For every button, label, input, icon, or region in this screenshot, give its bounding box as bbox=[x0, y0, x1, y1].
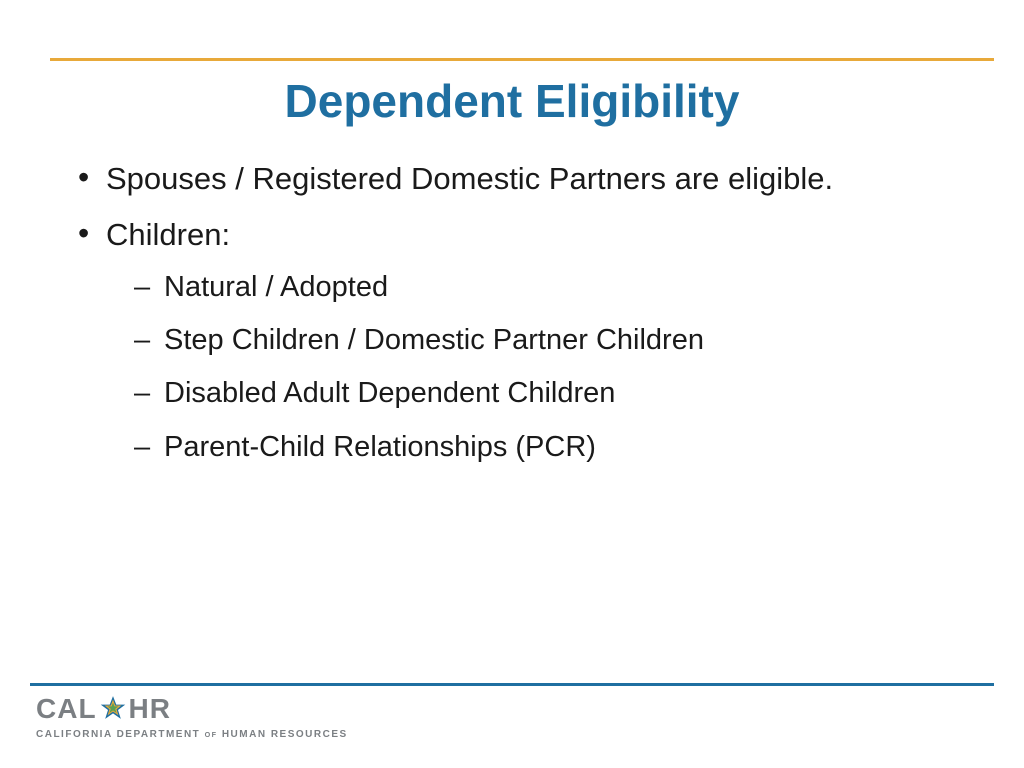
list-item: Children: Natural / Adopted Step Childre… bbox=[72, 216, 964, 465]
list-item-text: Natural / Adopted bbox=[164, 271, 388, 303]
list-item: Step Children / Domestic Partner Childre… bbox=[132, 323, 964, 358]
list-item-text: Children: bbox=[106, 217, 230, 252]
logo-text-right: HR bbox=[129, 693, 171, 725]
list-item-text: Spouses / Registered Domestic Partners a… bbox=[106, 161, 833, 196]
list-item: Natural / Adopted bbox=[132, 270, 964, 305]
slide-content: Spouses / Registered Domestic Partners a… bbox=[72, 160, 964, 483]
logo-main: CAL HR bbox=[36, 693, 348, 725]
list-item-text: Parent-Child Relationships (PCR) bbox=[164, 431, 596, 463]
sub-bullet-list: Natural / Adopted Step Children / Domest… bbox=[132, 270, 964, 466]
list-item: Spouses / Registered Domestic Partners a… bbox=[72, 160, 964, 198]
footer-logo: CAL HR CALIFORNIA DEPARTMENT OF HUMAN RE… bbox=[36, 693, 348, 740]
bottom-divider bbox=[30, 683, 994, 686]
list-item: Parent-Child Relationships (PCR) bbox=[132, 430, 964, 465]
star-icon bbox=[99, 695, 127, 723]
logo-subtitle: CALIFORNIA DEPARTMENT OF HUMAN RESOURCES bbox=[36, 729, 348, 740]
top-divider bbox=[50, 58, 994, 61]
list-item-text: Disabled Adult Dependent Children bbox=[164, 377, 615, 409]
list-item: Disabled Adult Dependent Children bbox=[132, 376, 964, 411]
logo-text-left: CAL bbox=[36, 693, 97, 725]
slide-title: Dependent Eligibility bbox=[0, 74, 1024, 128]
bullet-list: Spouses / Registered Domestic Partners a… bbox=[72, 160, 964, 465]
list-item-text: Step Children / Domestic Partner Childre… bbox=[164, 324, 704, 356]
